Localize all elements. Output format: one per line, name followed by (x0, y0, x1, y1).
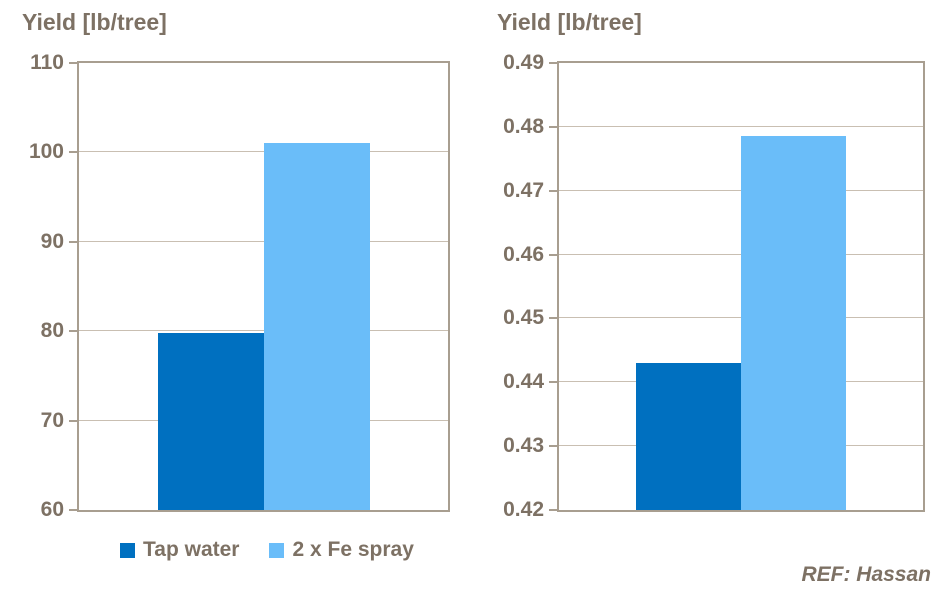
chart-title-right: Yield [lb/tree] (497, 9, 642, 35)
y-tick-mark (549, 509, 559, 511)
y-tick-mark (69, 420, 79, 422)
y-tick-mark (549, 190, 559, 192)
legend-item-fe-spray: 2 x Fe spray (269, 538, 414, 562)
y-tick-label: 0.45 (503, 306, 544, 329)
y-tick-mark (69, 62, 79, 64)
y-tick-label: 110 (30, 51, 64, 74)
y-tick-label: 0.47 (503, 179, 544, 202)
y-tick-label: 90 (40, 230, 64, 253)
y-tick-mark (69, 330, 79, 332)
y-tick-label: 60 (40, 498, 64, 521)
gridline (79, 330, 448, 331)
y-tick-mark (549, 317, 559, 319)
gridline (559, 126, 923, 127)
y-tick-label: 0.48 (503, 115, 544, 138)
y-tick-label: 100 (28, 140, 64, 163)
y-tick-label: 0.42 (503, 498, 544, 521)
y-tick-mark (69, 151, 79, 153)
gridline (79, 151, 448, 152)
legend-swatch-fe-spray (269, 542, 285, 558)
reference-label: REF: Hassan (801, 563, 931, 586)
y-tick-label: 70 (40, 409, 64, 432)
bar-2-x-fe-spray (264, 143, 370, 510)
y-tick-label: 0.43 (503, 434, 544, 457)
legend-swatch-tap-water (120, 542, 135, 558)
bar-tap-water (636, 363, 741, 510)
y-tick-mark (549, 62, 559, 64)
y-tick-label: 0.46 (503, 243, 544, 266)
y-tick-label: 80 (40, 319, 64, 342)
bar-2-x-fe-spray (741, 136, 846, 510)
chart-title-left: Yield [lb/tree] (22, 9, 167, 35)
y-tick-mark (69, 509, 79, 511)
y-tick-label: 0.49 (503, 51, 544, 74)
plot-area-right: 0.42 0.43 0.44 0.45 0.46 0.47 0.48 0.49 (503, 51, 925, 521)
gridline (79, 241, 448, 242)
y-tick-mark (549, 254, 559, 256)
bar-tap-water (158, 333, 264, 510)
y-tick-label: 0.44 (503, 370, 544, 393)
y-tick-mark (549, 126, 559, 128)
legend-label-fe-spray: 2 x Fe spray (292, 538, 414, 561)
legend: Tap water 2 x Fe spray (120, 538, 414, 562)
legend-label-tap-water: Tap water (143, 538, 240, 561)
plot-area-left: 60 70 80 90 100 110 (29, 51, 450, 521)
y-tick-mark (69, 241, 79, 243)
y-tick-mark (549, 445, 559, 447)
y-tick-mark (549, 381, 559, 383)
legend-item-tap-water: Tap water (120, 538, 239, 562)
